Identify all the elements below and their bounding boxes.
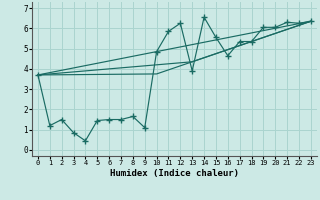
X-axis label: Humidex (Indice chaleur): Humidex (Indice chaleur) (110, 169, 239, 178)
